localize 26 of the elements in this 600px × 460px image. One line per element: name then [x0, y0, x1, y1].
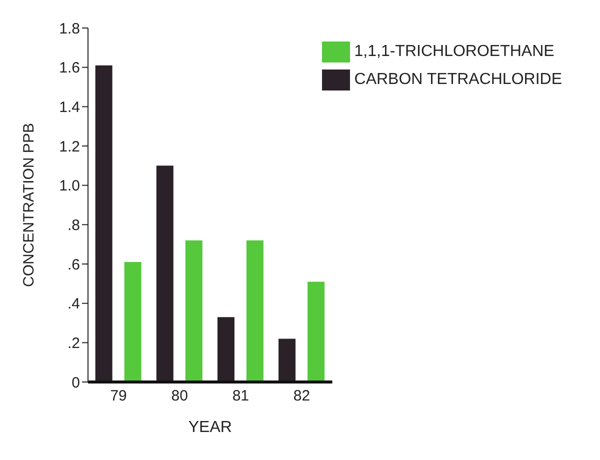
bar [217, 317, 234, 382]
y-tick-label: 1.6 [59, 60, 80, 77]
y-tick-label: .2 [67, 334, 80, 352]
y-tick-label: 0 [72, 374, 80, 392]
y-axis-title: CONCENTRATION PPB [20, 123, 38, 287]
y-tick-label: 1.0 [59, 178, 80, 195]
y-tick-label: 1.8 [59, 20, 80, 38]
bar [246, 240, 264, 382]
legend-label: 1,1,1-TRICHLOROETHANE [354, 43, 554, 60]
bar [308, 282, 325, 382]
y-tick-label: 1.2 [59, 138, 80, 156]
y-tick-label: .6 [67, 256, 80, 274]
y-tick-label: .8 [67, 216, 80, 234]
x-axis-title: YEAR [188, 419, 232, 436]
bar [156, 166, 174, 382]
x-tick-label: 79 [110, 388, 127, 405]
y-tick-label: 1.4 [59, 98, 80, 116]
x-tick-label: 82 [293, 388, 310, 405]
bar [95, 65, 112, 382]
bar [124, 262, 142, 382]
bar [278, 338, 296, 382]
x-tick-label: 81 [232, 388, 250, 405]
bar [185, 240, 202, 382]
y-tick-label: .4 [67, 296, 80, 313]
x-tick-label: 80 [171, 388, 188, 405]
legend-label: CARBON TETRACHLORIDE [354, 71, 562, 88]
